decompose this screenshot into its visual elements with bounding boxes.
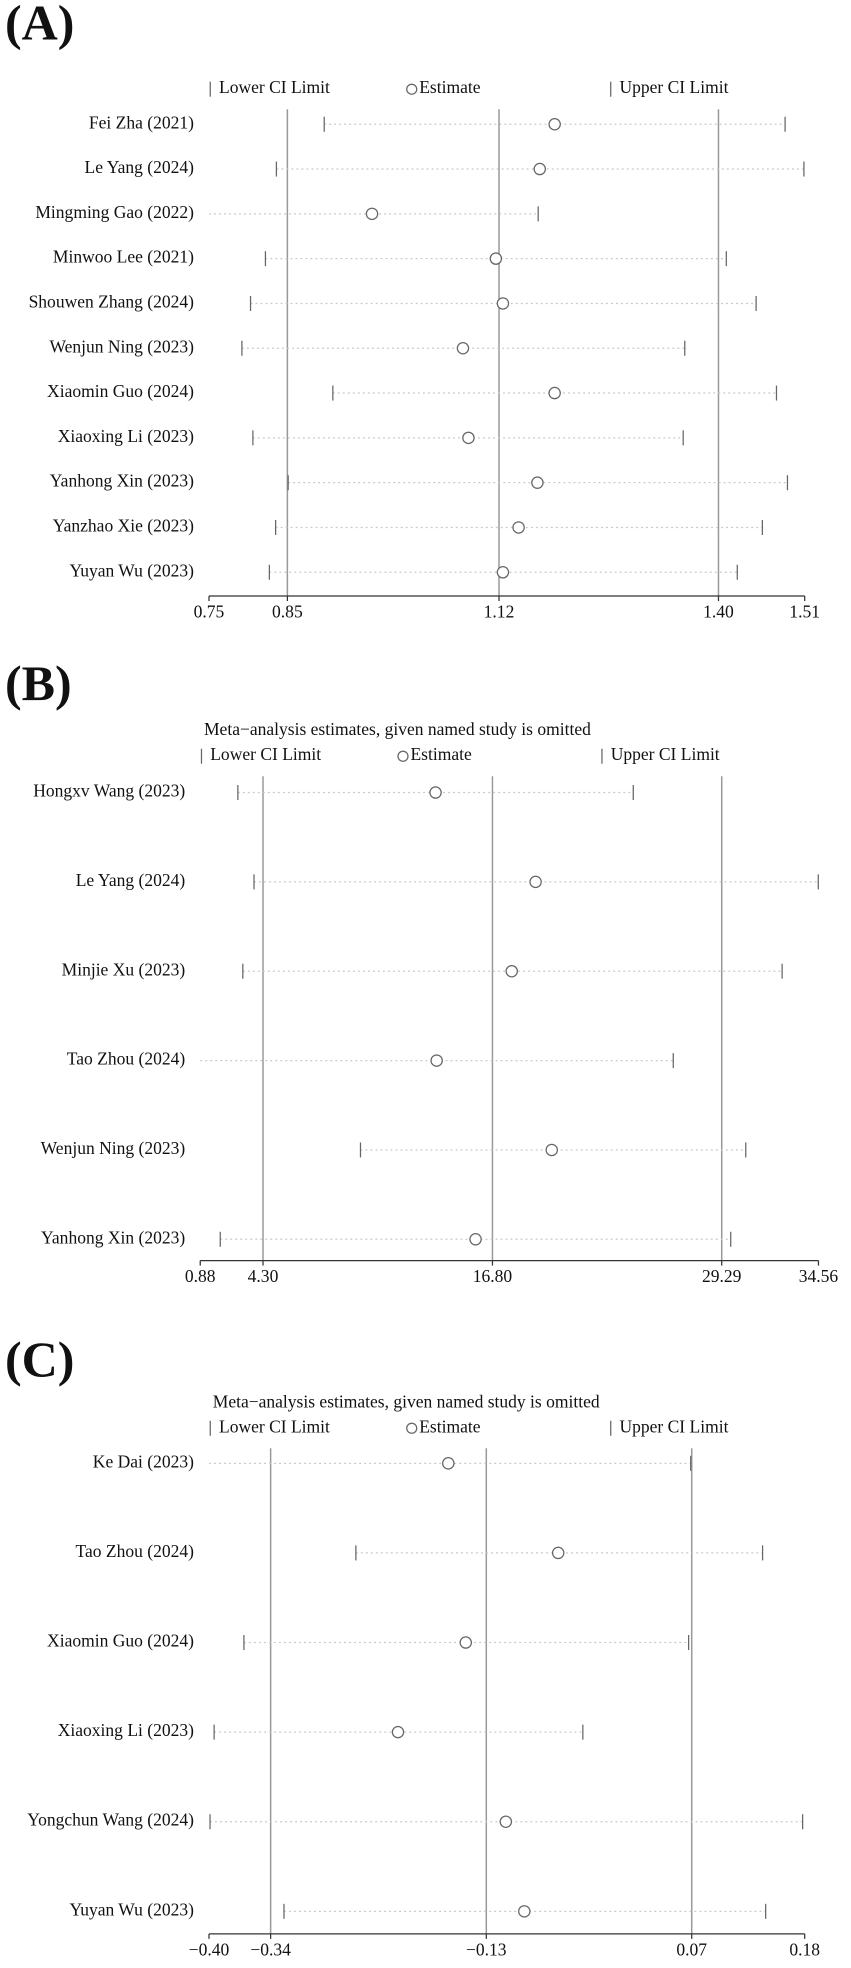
study-label: Tao Zhou (2024)	[76, 1541, 195, 1561]
legend-label: Lower CI Limit	[219, 1416, 330, 1436]
study-label: Le Yang (2024)	[76, 870, 186, 890]
estimate-marker	[442, 1457, 455, 1470]
x-tick-label: 0.85	[272, 602, 303, 622]
study-label: Shouwen Zhang (2024)	[29, 291, 195, 311]
study-label: Xiaomin Guo (2024)	[47, 381, 194, 401]
x-tick-label: 1.12	[484, 602, 515, 622]
panel-label: (C)	[5, 1331, 74, 1387]
x-tick-label: −0.40	[189, 1939, 230, 1959]
x-tick-label: 0.75	[194, 602, 225, 622]
estimate-marker	[551, 1546, 565, 1560]
x-tick-label: 4.30	[248, 1266, 279, 1286]
legend-marker	[406, 1422, 418, 1434]
subtitle: Meta−analysis estimates, given named stu…	[204, 719, 591, 739]
legend-label: Estimate	[419, 77, 481, 97]
study-label: Yuyan Wu (2023)	[69, 1899, 194, 1919]
study-label: Xiaoxing Li (2023)	[58, 426, 194, 446]
estimate-marker	[430, 1054, 443, 1067]
panel-label: (A)	[5, 0, 74, 50]
legend-label: Lower CI Limit	[210, 744, 321, 764]
study-label: Yanhong Xin (2023)	[41, 1227, 185, 1247]
estimate-marker	[531, 476, 544, 489]
x-tick-label: 29.29	[702, 1266, 742, 1286]
estimate-marker	[462, 431, 475, 445]
study-label: Yuyan Wu (2023)	[69, 560, 194, 580]
estimate-marker	[548, 386, 561, 400]
estimate-marker	[529, 875, 542, 889]
study-label: Mingming Gao (2022)	[35, 202, 194, 222]
estimate-marker	[496, 297, 510, 310]
legend-label: Upper CI Limit	[619, 1416, 728, 1436]
x-tick-label: 16.80	[473, 1266, 513, 1286]
panel-label: (B)	[5, 655, 72, 711]
subtitle: Meta−analysis estimates, given named stu…	[213, 1391, 600, 1411]
x-tick-label: 34.56	[799, 1266, 839, 1286]
study-label: Wenjun Ning (2023)	[49, 336, 194, 356]
legend-marker	[406, 83, 418, 95]
estimate-marker	[469, 1233, 482, 1246]
x-tick-label: 0.88	[185, 1266, 216, 1286]
estimate-marker	[456, 341, 470, 355]
estimate-marker	[518, 1905, 531, 1918]
estimate-marker	[548, 117, 561, 131]
legend-label: Estimate	[410, 744, 472, 764]
study-label: Minjie Xu (2023)	[62, 959, 186, 979]
study-label: Minwoo Lee (2021)	[53, 247, 194, 267]
estimate-marker	[459, 1636, 473, 1649]
study-label: Le Yang (2024)	[85, 157, 195, 177]
legend-label: Upper CI Limit	[611, 744, 720, 764]
study-label: Wenjun Ning (2023)	[41, 1138, 186, 1158]
legend-label: Estimate	[419, 1416, 481, 1436]
x-tick-label: 0.18	[789, 1939, 820, 1959]
estimate-marker	[533, 162, 547, 176]
study-label: Yongchun Wang (2024)	[27, 1810, 194, 1830]
x-tick-label: 1.51	[789, 602, 820, 622]
x-tick-label: 0.07	[676, 1939, 707, 1959]
x-tick-label: −0.13	[466, 1939, 507, 1959]
study-label: Hongxv Wang (2023)	[33, 781, 185, 801]
study-label: Xiaoxing Li (2023)	[58, 1720, 194, 1740]
study-label: Ke Dai (2023)	[93, 1451, 194, 1471]
x-tick-label: −0.34	[250, 1939, 291, 1959]
x-tick-label: 1.40	[703, 602, 734, 622]
estimate-marker	[391, 1725, 405, 1739]
estimate-marker	[429, 786, 442, 799]
study-label: Fei Zha (2021)	[89, 112, 194, 132]
study-label: Xiaomin Guo (2024)	[47, 1631, 194, 1651]
estimate-marker	[505, 964, 518, 978]
legend-marker	[397, 750, 409, 762]
legend-label: Upper CI Limit	[619, 77, 728, 97]
estimate-marker	[545, 1143, 559, 1157]
estimate-marker	[499, 1815, 513, 1828]
estimate-marker	[496, 566, 510, 579]
estimate-marker	[512, 521, 525, 534]
legend-label: Lower CI Limit	[219, 77, 330, 97]
estimate-marker	[365, 207, 379, 221]
study-label: Yanhong Xin (2023)	[50, 471, 194, 491]
estimate-marker	[489, 252, 503, 265]
study-label: Yanzhao Xie (2023)	[53, 515, 194, 535]
study-label: Tao Zhou (2024)	[67, 1049, 186, 1069]
